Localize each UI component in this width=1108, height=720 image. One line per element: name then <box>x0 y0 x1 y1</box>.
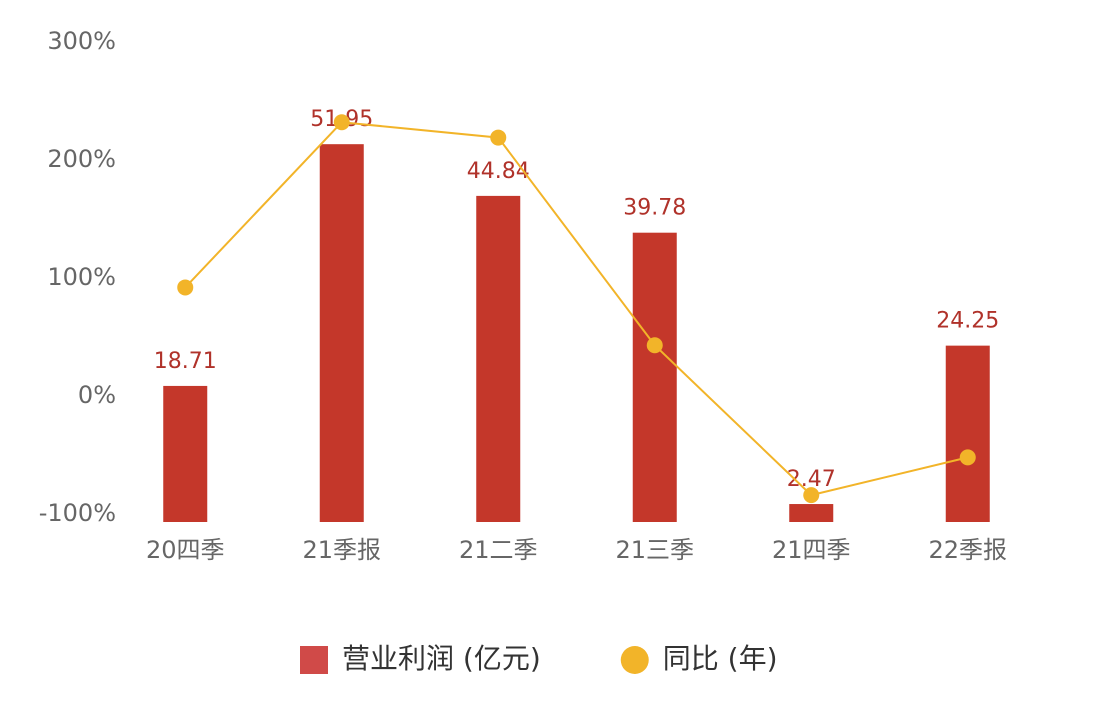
line <box>184 121 968 497</box>
point <box>959 449 976 466</box>
y-tick-label: 300% <box>47 27 116 55</box>
x-tick-label: 21二季 <box>459 536 538 564</box>
x-tick-label: 20四季 <box>146 536 225 564</box>
bar <box>945 345 990 522</box>
bar <box>319 144 364 522</box>
y-tick-label: 0% <box>78 381 116 409</box>
data-label: 39.78 <box>623 196 686 221</box>
bar <box>476 195 521 522</box>
point <box>646 337 663 354</box>
legend-swatch <box>300 646 328 674</box>
x-tick-label: 21三季 <box>615 536 694 564</box>
point <box>177 279 194 296</box>
point <box>490 129 507 146</box>
data-label: 44.84 <box>467 159 530 184</box>
legend-swatch <box>620 646 649 674</box>
y-tick-label: 100% <box>47 263 116 291</box>
bar <box>789 504 834 522</box>
legend-label: 同比 (年) <box>663 642 778 675</box>
x-tick-label: 22季报 <box>928 536 1007 564</box>
y-tick-label: -100% <box>39 499 116 527</box>
point <box>803 487 820 504</box>
point <box>333 114 350 131</box>
data-label: 24.25 <box>936 309 999 334</box>
legend-label: 营业利润 (亿元) <box>342 642 541 675</box>
bar <box>632 232 677 522</box>
data-label: 18.71 <box>154 349 217 374</box>
y-tick-label: 200% <box>47 145 116 173</box>
x-tick-label: 21季报 <box>302 536 381 564</box>
x-tick-label: 21四季 <box>772 536 851 564</box>
bar <box>163 385 208 522</box>
